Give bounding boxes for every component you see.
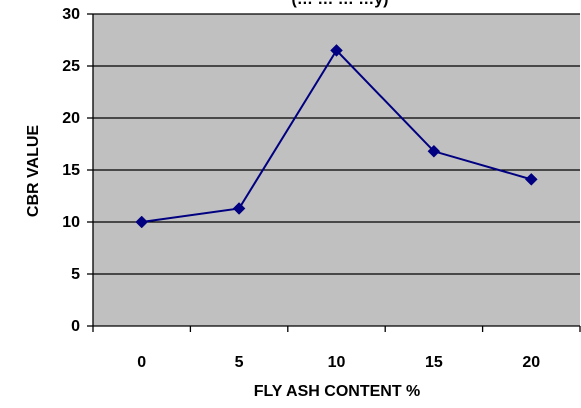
y-tick-label: 30 <box>62 6 80 23</box>
y-tick-label: 20 <box>62 110 80 127</box>
data-point <box>232 202 246 215</box>
data-point <box>524 173 538 186</box>
x-axis-title: FLY ASH CONTENT % <box>254 383 421 400</box>
y-axis-ticks: 0 5 10 15 20 25 30 <box>62 6 93 335</box>
x-tick-label: 15 <box>425 354 443 371</box>
y-tick-label: 5 <box>71 266 80 283</box>
chart-title: (… … … …y) <box>292 0 389 8</box>
y-tick-label: 0 <box>71 318 80 335</box>
data-point <box>427 144 441 158</box>
plot-area-group <box>92 13 580 327</box>
data-point <box>135 215 149 229</box>
x-tick-label: 10 <box>328 354 346 371</box>
x-tick-label: 5 <box>235 354 244 371</box>
y-tick-label: 15 <box>62 162 80 179</box>
y-tick-label: 10 <box>62 214 80 231</box>
y-axis-title: CBR VALUE <box>25 125 42 217</box>
series-group <box>135 44 538 229</box>
x-tick-label: 0 <box>137 354 146 371</box>
data-point <box>330 44 343 57</box>
x-axis-ticks: 0 5 10 15 20 <box>92 326 581 371</box>
y-tick-label: 25 <box>62 58 80 75</box>
x-tick-label: 20 <box>522 354 540 371</box>
